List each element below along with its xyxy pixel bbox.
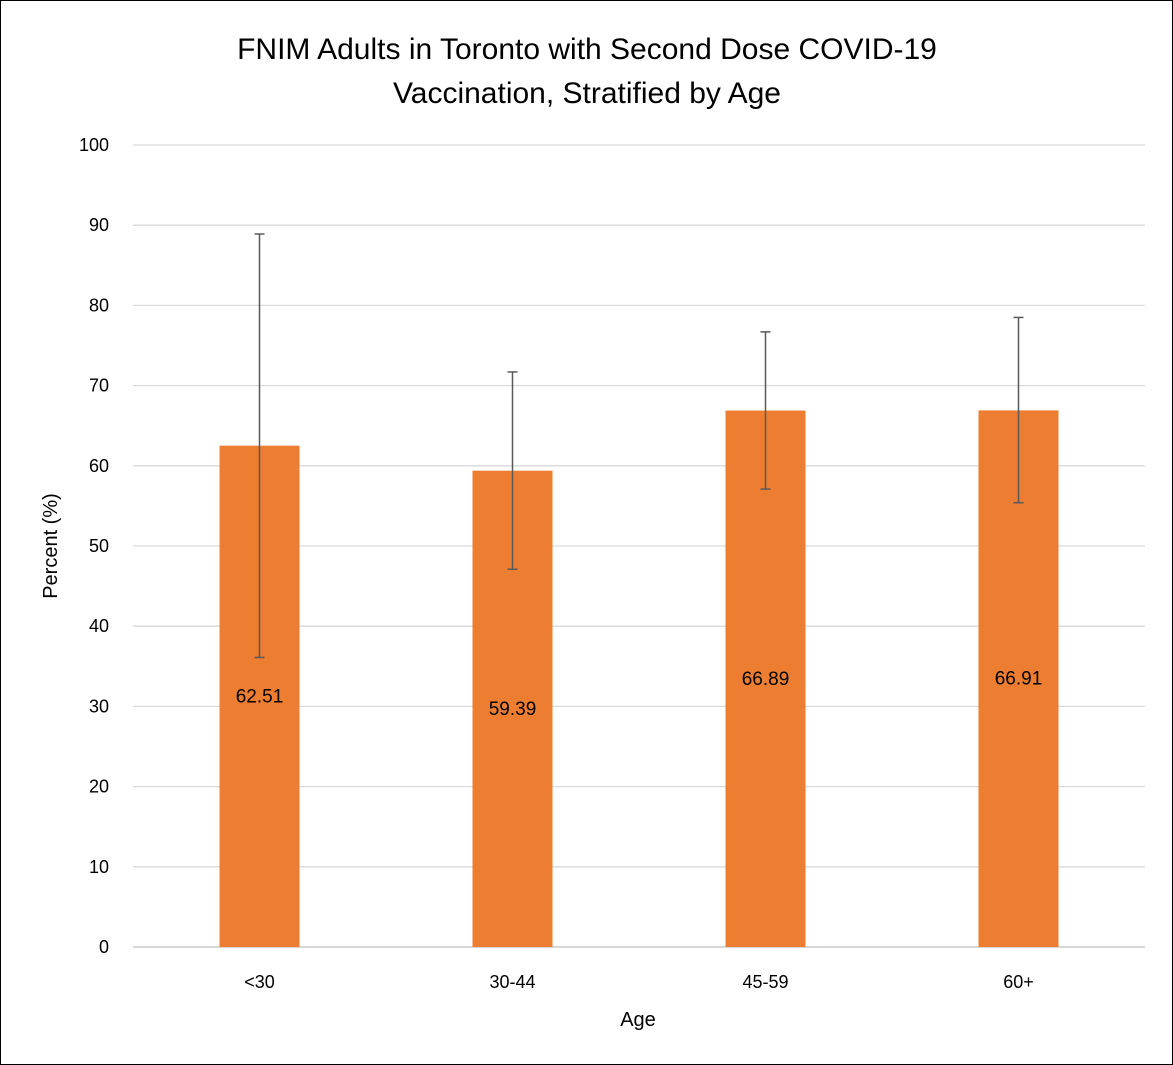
y-tick-label: 60: [89, 456, 109, 476]
chart-title-line-2: Vaccination, Stratified by Age: [393, 77, 781, 110]
x-tick-label: 45-59: [742, 972, 788, 992]
y-axis-title: Percent (%): [40, 493, 62, 599]
chart-title-line-1: FNIM Adults in Toronto with Second Dose …: [237, 33, 937, 66]
bar: [725, 410, 806, 947]
y-tick-label: 50: [89, 536, 109, 556]
y-tick-label: 20: [89, 777, 109, 797]
gridlines: [133, 144, 1145, 948]
error-bar: [760, 331, 771, 490]
y-tick-label: 30: [89, 696, 109, 716]
error-bar: [507, 371, 518, 571]
x-axis-ticks: <30 30-44 45-59 60+: [244, 972, 1034, 992]
y-tick-label: 0: [99, 937, 109, 957]
error-bar: [254, 233, 265, 659]
x-tick-label: 60+: [1003, 972, 1034, 992]
x-tick-label: 30-44: [489, 972, 535, 992]
data-label: 66.89: [742, 669, 790, 690]
data-labels: 62.51 59.39 66.89 66.91: [236, 669, 1043, 720]
y-axis-ticks: 0 10 20 30 40 50 60 70 80 90 100: [79, 135, 109, 957]
data-label: 62.51: [236, 686, 284, 707]
y-tick-label: 70: [89, 376, 109, 396]
bars: [219, 410, 1059, 947]
error-bars: [254, 233, 1024, 659]
y-tick-label: 100: [79, 135, 109, 155]
y-tick-label: 10: [89, 857, 109, 877]
x-tick-label: <30: [244, 972, 275, 992]
x-axis-title: Age: [620, 1009, 656, 1031]
y-tick-label: 40: [89, 616, 109, 636]
data-label: 59.39: [489, 699, 537, 720]
data-label: 66.91: [995, 669, 1043, 690]
error-bar: [1013, 316, 1024, 504]
y-tick-label: 80: [89, 295, 109, 315]
y-tick-label: 90: [89, 215, 109, 235]
